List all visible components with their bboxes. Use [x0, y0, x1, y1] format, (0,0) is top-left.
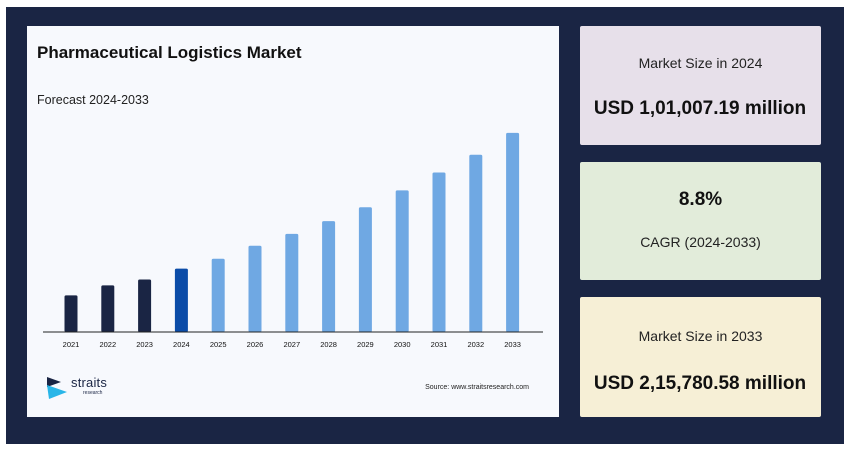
x-tick-label: 2026 [247, 340, 264, 349]
x-tick-label: 2029 [357, 340, 374, 349]
bar-2025 [211, 258, 225, 332]
bar-2021 [64, 295, 78, 332]
bar-2022 [101, 285, 115, 332]
x-tick-label: 2021 [63, 340, 80, 349]
logo-name: straits [71, 375, 108, 390]
straits-logo-icon [47, 377, 67, 399]
bar-2026 [248, 245, 262, 332]
stat-label: Market Size in 2024 [638, 55, 763, 71]
x-tick-label: 2030 [394, 340, 411, 349]
source-note: Source: www.straitsresearch.com [425, 384, 529, 391]
chart-title: Pharmaceutical Logistics Market [37, 43, 302, 62]
bar-2033 [506, 132, 520, 332]
bar-2028 [322, 221, 336, 332]
bar-2031 [432, 172, 446, 332]
bar-2030 [395, 190, 409, 332]
chart-card: Pharmaceutical Logistics Market Forecast… [27, 26, 559, 417]
stat-value: USD 2,15,780.58 million [593, 373, 807, 394]
bar-2029 [358, 207, 372, 332]
x-tick-label: 2033 [504, 340, 521, 349]
x-tick-label: 2032 [467, 340, 484, 349]
x-tick-label: 2025 [210, 340, 227, 349]
chart-subtitle: Forecast 2024-2033 [37, 93, 149, 107]
bar-2027 [285, 233, 299, 332]
stat-label: CAGR (2024-2033) [640, 234, 761, 250]
stat-value: USD 1,01,007.19 million [593, 98, 807, 119]
bar-chart: 2021 2022 2023 2024 2025 2026 2027 2028 2029 2030… [43, 132, 543, 349]
x-tick-label: 2027 [283, 340, 300, 349]
x-tick-label: 2023 [136, 340, 153, 349]
straits-logo: straits research [47, 373, 137, 401]
bar-2023 [138, 279, 152, 332]
stat-market-size-2024: Market Size in 2024 USD 1,01,007.19 mill… [580, 26, 821, 145]
stat-label: Market Size in 2033 [638, 328, 763, 344]
x-tick-label: 2031 [431, 340, 448, 349]
x-tick-label: 2022 [99, 340, 116, 349]
x-tick-label: 2024 [173, 340, 190, 349]
stat-value: 8.8% [678, 189, 723, 210]
stat-market-size-2033: Market Size in 2033 USD 2,15,780.58 mill… [580, 297, 821, 417]
logo-tagline: research [83, 390, 103, 396]
bar-2032 [469, 154, 483, 332]
x-tick-label: 2028 [320, 340, 337, 349]
bar-2024 [174, 268, 188, 332]
stat-cagr: 8.8% CAGR (2024-2033) [580, 162, 821, 280]
